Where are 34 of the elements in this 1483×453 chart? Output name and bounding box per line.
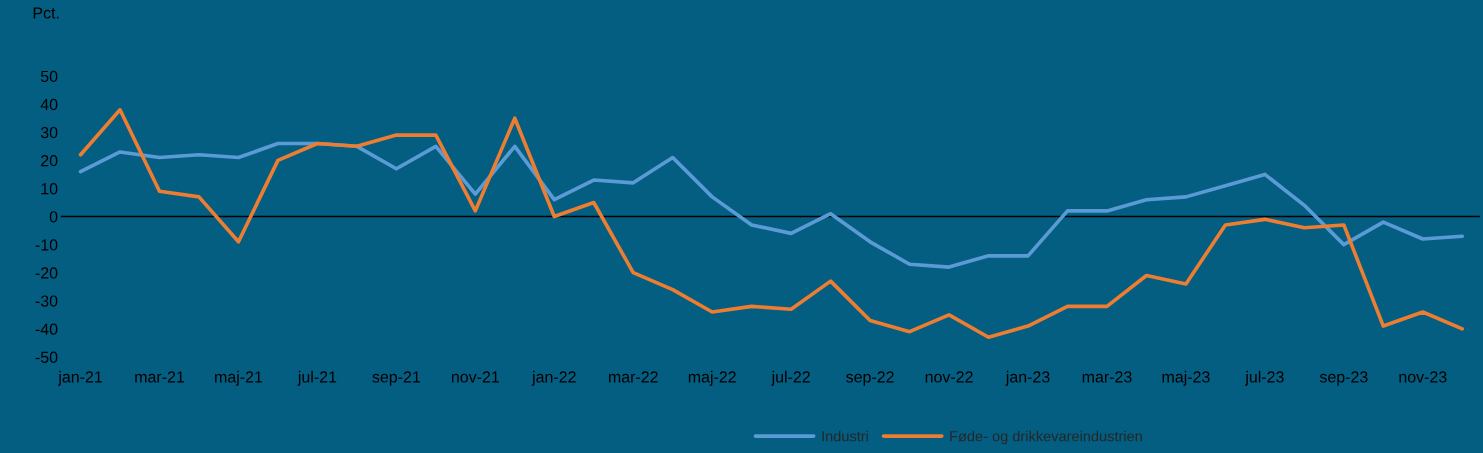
x-tick-label: maj-23 xyxy=(1162,370,1210,386)
x-tick-label: sep-23 xyxy=(1319,371,1368,386)
x-tick-label: sep-22 xyxy=(846,371,894,386)
x-tick-label: jan-21 xyxy=(57,370,102,386)
x-tick-label: sep-21 xyxy=(372,371,421,386)
line-series xyxy=(78,108,1465,340)
x-tick-label: jan-22 xyxy=(531,370,576,386)
y-tick-label: -50 xyxy=(35,351,58,363)
y-tick-label: -10 xyxy=(35,239,58,251)
x-tick-label: maj-21 xyxy=(215,370,263,386)
y-tick-label: -40 xyxy=(35,323,58,335)
x-tick-label: mar-22 xyxy=(609,371,658,383)
y-tick-label: 50 xyxy=(40,70,58,83)
x-tick-label: nov-23 xyxy=(1399,371,1447,383)
y-tick-label: 10 xyxy=(41,183,58,195)
y-tick-label: 40 xyxy=(40,98,58,111)
x-tick-label: jul-23 xyxy=(1244,370,1284,386)
y-tick-label: 20 xyxy=(41,155,58,167)
y-tick-label: 0 xyxy=(49,211,58,223)
legend-label: Føde- og drikkevareindustrien xyxy=(950,430,1142,445)
line-series xyxy=(78,141,1465,269)
x-tick-label: nov-22 xyxy=(925,371,973,383)
x-tick-label: jul-21 xyxy=(297,370,337,386)
x-tick-label: jan-23 xyxy=(1005,370,1050,386)
x-tick-label: mar-23 xyxy=(1082,371,1132,383)
y-tick-label: 30 xyxy=(40,126,58,139)
x-tick-label: jul-22 xyxy=(771,370,810,386)
y-tick-label: -30 xyxy=(35,295,58,307)
x-tick-label: nov-21 xyxy=(451,371,499,383)
y-axis-title: Pct. xyxy=(33,7,59,19)
x-tick-label: maj-22 xyxy=(688,370,736,386)
x-tick-label: mar-21 xyxy=(135,371,185,383)
legend-label: Industri xyxy=(822,430,868,442)
y-tick-label: -20 xyxy=(35,267,58,279)
